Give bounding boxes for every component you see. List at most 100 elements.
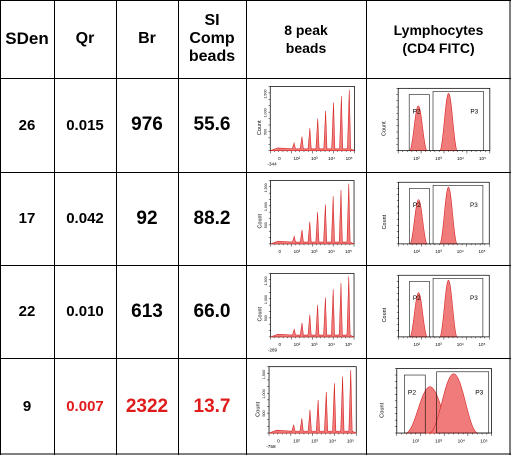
x-tick-label: 10⁵ [480, 439, 487, 445]
cell-br: 613 [131, 300, 163, 322]
y-tick-label: 1,500 [262, 370, 266, 379]
x-tick-label: 10³ [435, 342, 442, 347]
gate-label-p2: P2 [408, 389, 416, 396]
bead-plot-cell: Count 500 1,000 1,500 0 10² 10³ 10⁴ 10⁵ [246, 172, 366, 265]
lymph-peak-p3 [439, 93, 458, 151]
bead-plot-cell: Count 500 1,000 1,500 0 10² 10³ 10⁴ 10⁵ -344 [246, 78, 366, 172]
header-lymph: Lymphocytes (CD4 FITC) [393, 22, 484, 56]
lymph-peak-p2 [409, 292, 428, 338]
header-si: SI Comp beads [188, 12, 236, 65]
x-tick-label: 10⁴ [328, 156, 335, 161]
lymph-plot: Count 10² 10³ 10⁴ 10⁵ P2 P3 [380, 368, 492, 445]
x-tick-label: 10⁴ [457, 249, 464, 254]
x-tick-label: 10³ [311, 342, 318, 347]
y-tick-label: 1,000 [262, 389, 266, 398]
y-axis-label: Count [256, 401, 262, 417]
bead-histogram [270, 89, 355, 151]
x-tick-label: 10⁵ [479, 249, 486, 254]
cell-si: 66.0 [193, 300, 231, 322]
lymph-peak-p2 [409, 105, 428, 151]
cell-qr: 0.010 [66, 303, 104, 320]
lymph-plot: Count 10² 10³ 10⁴ 10⁵ P2 P3 [381, 87, 491, 161]
y-tick-label: 1,000 [264, 295, 268, 304]
x-tick-label: 10² [294, 342, 301, 347]
x-tick-label: 0 [277, 439, 280, 445]
y-tick-label: 500 [264, 315, 268, 321]
x-tick-label: 10⁵ [346, 156, 353, 161]
x-tick-label: 10³ [435, 439, 442, 445]
cell-br: 976 [131, 114, 163, 135]
gate-p3 [432, 91, 484, 151]
x-tick-label: 10³ [435, 249, 442, 254]
x-tick-label: 10⁴ [457, 342, 464, 347]
x-tick-label: 10³ [311, 156, 318, 161]
x-min-label: -289 [268, 347, 278, 352]
cell-sden: 22 [18, 303, 36, 320]
cell-sden: 26 [18, 116, 36, 134]
lymph-peak-p2 [409, 199, 428, 245]
y-axis-label: Count [381, 121, 387, 136]
x-tick-label: 10² [294, 249, 301, 254]
x-tick-label: 10² [413, 342, 420, 347]
lymph-peak-p3 [429, 373, 479, 434]
gate-label-p3: P3 [470, 108, 478, 115]
bead-plot: Count 500 1,000 1,500 0 10² 10³ 10⁴ 10⁵ -758 [256, 366, 357, 450]
gate-p3 [432, 278, 484, 338]
lymph-plot: Count 10² 10³ 10⁴ 10⁵ P2 P3 [382, 274, 490, 347]
x-tick-label: 0 [278, 156, 281, 161]
x-tick-label: 10⁵ [479, 156, 486, 161]
cell-si: 88.2 [193, 207, 231, 229]
lymph-plot-cell: Count 10² 10³ 10⁴ 10⁵ P2 P3 [366, 78, 511, 172]
x-tick-label: 10⁴ [328, 342, 335, 347]
bead-histogram [268, 369, 357, 434]
gate-label-p3: P3 [470, 202, 478, 209]
header-peak: 8 peak beads [284, 22, 328, 56]
x-tick-label: 10³ [435, 156, 442, 161]
x-tick-label: 10⁴ [329, 439, 336, 445]
x-tick-label: 10⁴ [458, 439, 465, 445]
x-tick-label: 10² [413, 156, 420, 161]
x-tick-label: 0 [278, 342, 281, 347]
x-tick-label: 10² [294, 156, 301, 161]
header-qr: Qr [75, 30, 95, 47]
lymph-plot: Count 10² 10³ 10⁴ 10⁵ P2 P3 [382, 181, 490, 254]
gate-label-p3: P3 [470, 295, 478, 302]
x-min-label: -758 [266, 444, 276, 450]
cell-br: 2322 [125, 395, 169, 417]
x-tick-label: 10⁵ [479, 342, 486, 347]
gate-label-p3: P3 [475, 389, 483, 396]
bead-plot: Count 500 1,000 1,500 0 10² 10³ 10⁴ 10⁵ [258, 180, 355, 254]
y-tick-label: 1,500 [264, 276, 268, 285]
cell-si: 55.6 [193, 114, 231, 135]
cell-sden: 9 [22, 398, 32, 415]
lymph-plot-cell: Count 10² 10³ 10⁴ 10⁵ P2 P3 [366, 358, 511, 455]
cell-br: 92 [136, 207, 158, 229]
lymph-plot-cell: Count 10² 10³ 10⁴ 10⁵ P2 P3 [366, 265, 511, 358]
y-axis-label: Count [258, 306, 264, 321]
lymph-peak-p3 [439, 279, 458, 338]
x-tick-label: 10⁵ [345, 342, 352, 347]
gate-p2 [409, 281, 430, 338]
gate-p3 [432, 185, 484, 245]
y-axis-label: Count [380, 402, 386, 418]
lymph-peak-p3 [439, 186, 458, 245]
x-tick-label: 10⁵ [347, 439, 354, 445]
x-tick-label: 10³ [311, 439, 318, 445]
y-tick-label: 1,000 [264, 202, 268, 211]
header-br: Br [138, 30, 156, 47]
bead-plot-cell: Count 500 1,000 1,500 0 10² 10³ 10⁴ 10⁵ -289 [246, 265, 366, 358]
y-tick-label: 500 [262, 410, 266, 416]
bead-histogram [270, 276, 355, 338]
y-axis-label: Count [258, 213, 264, 228]
x-min-label: -344 [267, 161, 277, 166]
gate-label-p2: P2 [413, 202, 421, 209]
x-tick-label: 10⁵ [345, 249, 352, 254]
gate-label-p2: P2 [413, 295, 421, 302]
cell-si: 13.7 [193, 395, 231, 417]
x-tick-label: 10² [412, 439, 419, 445]
cell-sden: 17 [18, 210, 36, 227]
y-axis-label: Count [382, 214, 388, 229]
gate-label-p2: P2 [413, 108, 421, 115]
